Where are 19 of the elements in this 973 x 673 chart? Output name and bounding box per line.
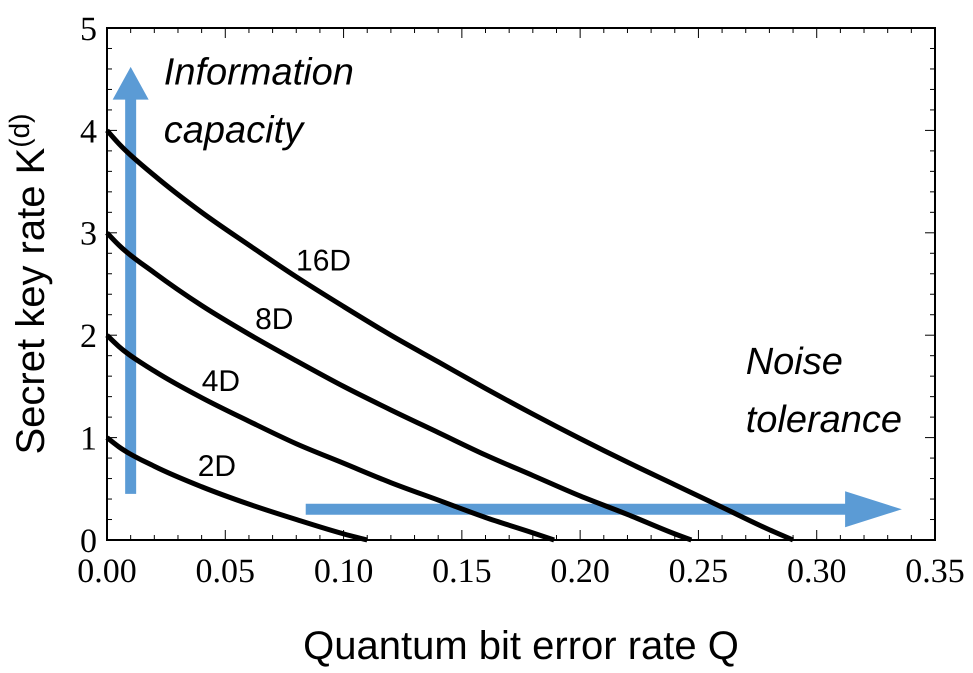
x-tick-label: 0.35 [905, 553, 965, 590]
y-tick-label: 5 [80, 10, 97, 48]
series-label: 8D [255, 302, 294, 336]
x-tick-label: 0.10 [314, 553, 374, 590]
series-label: 4D [202, 365, 240, 398]
x-axis-title: Quantum bit error rate Q [303, 624, 739, 668]
y-tick-label: 2 [80, 318, 97, 356]
y-tick-label: 1 [80, 420, 97, 458]
x-tick-label: 0.15 [432, 553, 492, 590]
x-tick-label: 0.20 [550, 553, 610, 590]
y-tick-label: 4 [80, 113, 97, 150]
x-tick-label: 0.25 [668, 553, 728, 590]
x-tick-label: 0.30 [786, 553, 846, 590]
annotation: Information capacity [164, 51, 354, 152]
annotation: Noise tolerance [746, 341, 902, 442]
y-tick-label: 3 [80, 216, 97, 253]
x-tick-label: 0.05 [196, 553, 256, 590]
series-label: 16D [296, 244, 352, 278]
series-label: 2D [198, 450, 236, 484]
